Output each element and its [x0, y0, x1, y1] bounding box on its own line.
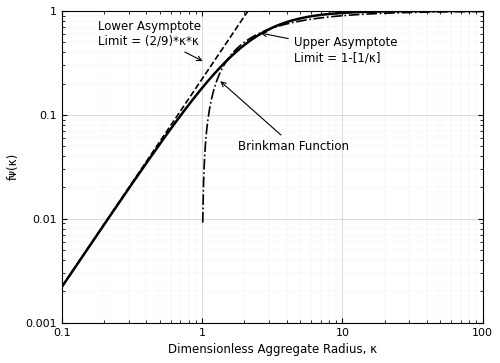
Text: Lower Asymptote
Limit = (2/9)*κ*κ: Lower Asymptote Limit = (2/9)*κ*κ [98, 20, 202, 61]
Text: Upper Asymptote
Limit = 1-[1/κ]: Upper Asymptote Limit = 1-[1/κ] [262, 32, 397, 64]
Y-axis label: fᴪ(κ): fᴪ(κ) [7, 153, 20, 180]
X-axis label: Dimensionless Aggregate Radius, κ: Dimensionless Aggregate Radius, κ [168, 343, 377, 356]
Text: Brinkman Function: Brinkman Function [221, 82, 349, 152]
